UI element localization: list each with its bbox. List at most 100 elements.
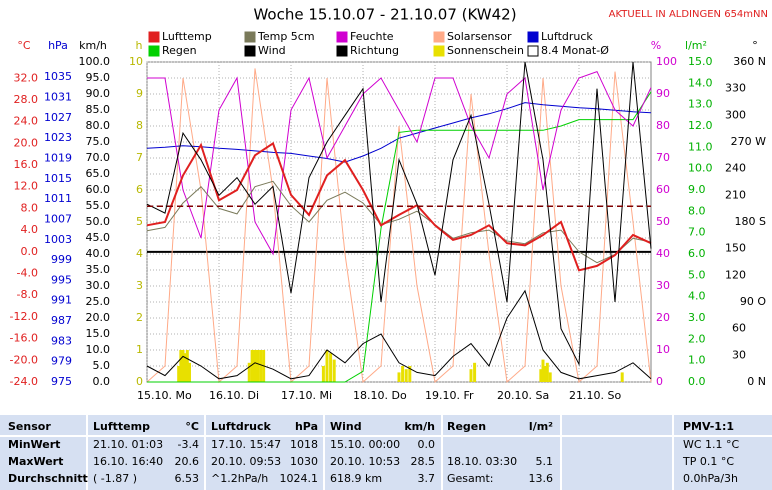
y-tick-label: 10.0 — [86, 343, 111, 356]
y-tick-label: 90 — [656, 87, 670, 100]
y-tick-label: 40.0 — [86, 247, 111, 260]
y-tick-label: 210 — [725, 188, 746, 201]
bar — [325, 350, 329, 382]
y-tick-label: 6 — [136, 183, 143, 196]
table-cell: Durchschnitt — [8, 472, 88, 485]
table-header-cell: PMV-1:1 — [683, 420, 734, 433]
y-tick-label: 0 — [656, 375, 663, 388]
bar — [253, 350, 257, 382]
y-tick-label: -8.0 — [17, 288, 38, 301]
stats-table: Sensor Lufttemp °C Luftdruck hPa Wind km/h Rege… — [0, 415, 772, 490]
y-tick-label: 7.0 — [688, 226, 706, 239]
y-tick-label: 4.0 — [21, 223, 39, 236]
y-tick-label: 15.0 — [86, 327, 111, 340]
column-separator — [441, 415, 443, 490]
y-tick-label: -20.0 — [10, 353, 38, 366]
y-tick-label: -4.0 — [17, 267, 38, 280]
y-tick-label: 4 — [136, 247, 143, 260]
legend-swatch — [244, 45, 256, 57]
chart: Woche 15.10.07 - 21.10.07 (KW42) AKTUELL… — [10, 6, 768, 403]
y-tick-label: 995 — [51, 273, 72, 286]
table-cell: 18.10. 03:30 — [447, 455, 518, 468]
legend-swatch — [527, 31, 539, 43]
legend-label: Lufttemp — [162, 30, 212, 43]
table-header-cell: km/h — [404, 420, 435, 433]
table-cell: 21.10. 01:03 — [93, 438, 164, 451]
y-tick-label: 80.0 — [86, 119, 111, 132]
y-tick-label: 5 — [136, 215, 143, 228]
y-tick-label: 30 — [656, 279, 670, 292]
table-cell: Gesamt: — [447, 472, 494, 485]
y-tick-label: 150 — [725, 242, 746, 255]
y-tick-label: 8 — [136, 119, 143, 132]
table-cell: 20.10. 10:53 — [330, 455, 401, 468]
y-tick-label: 1019 — [44, 152, 72, 165]
y-tick-label: 975 — [51, 375, 72, 388]
bar — [620, 372, 624, 382]
table-cell: MinWert — [8, 438, 61, 451]
y-tick-label: 0 N — [747, 375, 766, 388]
y-tick-label: 60 — [656, 183, 670, 196]
bar — [183, 353, 187, 382]
legend-label: 8.4 Monat-Ø — [541, 44, 609, 57]
bar — [401, 366, 405, 382]
table-cell: 16.10. 16:40 — [93, 455, 164, 468]
series-line — [147, 91, 652, 383]
y-tick-label: 11.0 — [688, 140, 713, 153]
y-tick-label: 1 — [136, 343, 143, 356]
y-tick-label: 85.0 — [86, 103, 111, 116]
y-tick-label: 3.0 — [688, 311, 706, 324]
y-tick-label: 8.0 — [688, 204, 706, 217]
y-tick-label: 5.0 — [93, 359, 111, 372]
y-tick-label: 0.0 — [688, 375, 706, 388]
bar — [473, 362, 477, 382]
y-tick-label: 100 — [656, 55, 677, 68]
x-tick-label: 15.10. Mo — [137, 389, 192, 402]
y-tick-label: 10 — [656, 343, 670, 356]
y-tick-label: 9 — [136, 87, 143, 100]
column-separator — [204, 415, 206, 490]
y-tick-label: 70 — [656, 151, 670, 164]
y-tick-label: 16.0 — [14, 158, 39, 171]
y-tick-label: 60.0 — [86, 183, 111, 196]
bar — [469, 369, 473, 382]
table-cell: 5.1 — [535, 455, 554, 468]
y-tick-label: -16.0 — [10, 332, 38, 345]
bar — [332, 359, 336, 382]
y-tick-label: 5.0 — [688, 268, 706, 281]
table-cell: ( -1.87 ) — [93, 472, 138, 485]
series-line — [147, 70, 652, 256]
y-tick-label: 9.0 — [688, 183, 706, 196]
y-tick-label: 120 — [725, 268, 746, 281]
series-line — [146, 141, 652, 272]
axis-unit: % — [651, 39, 661, 52]
bar — [256, 350, 260, 382]
y-tick-label: 75.0 — [86, 135, 111, 148]
table-cell: MaxWert — [8, 455, 64, 468]
table-cell: 13.6 — [528, 472, 554, 485]
y-tick-label: 100.0 — [79, 55, 111, 68]
table-cell: 6.53 — [174, 472, 200, 485]
y-tick-label: 180 S — [735, 215, 766, 228]
y-tick-label: 1023 — [44, 131, 72, 144]
y-tick-label: 14.0 — [688, 76, 713, 89]
table-header-cell: °C — [185, 420, 199, 433]
bar — [397, 372, 401, 382]
y-tick-label: 90.0 — [86, 87, 111, 100]
bar — [548, 372, 552, 382]
y-tick-label: 10.0 — [688, 162, 713, 175]
bar — [187, 362, 191, 382]
column-separator — [86, 415, 88, 490]
y-tick-label: 35.0 — [86, 263, 111, 276]
legend-label: Luftdruck — [541, 30, 593, 43]
bar — [179, 350, 183, 382]
axis-unit: ° — [752, 39, 758, 52]
table-cell: 0.0hPa/3h — [683, 472, 739, 485]
bar — [247, 362, 251, 382]
y-tick-label: 13.0 — [688, 98, 713, 111]
table-cell: 1018 — [290, 438, 318, 451]
y-tick-label: 0.0 — [21, 245, 39, 258]
y-tick-label: 30 — [732, 348, 746, 361]
table-cell: WC 1.1 °C — [683, 438, 740, 451]
